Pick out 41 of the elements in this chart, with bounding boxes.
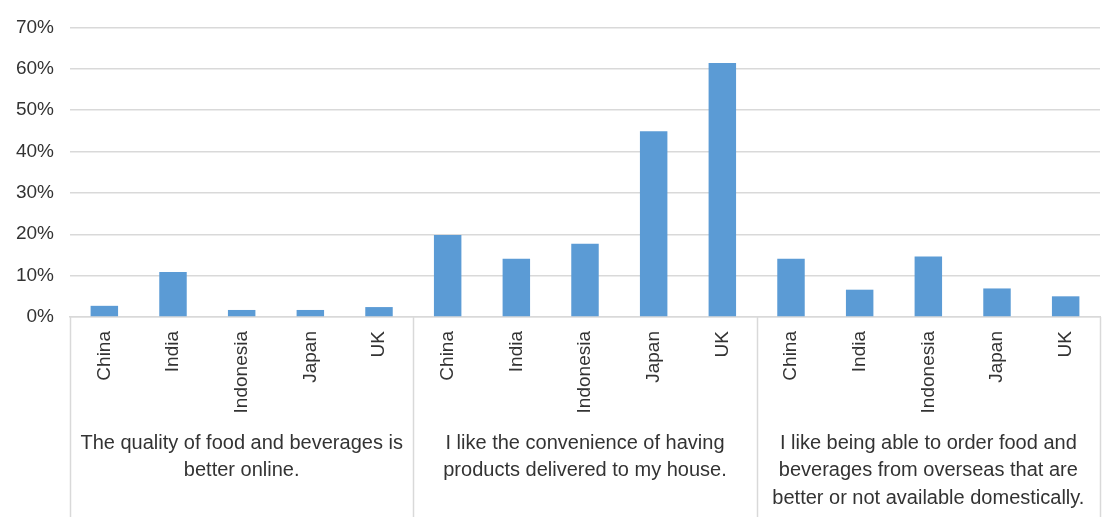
bar — [914, 256, 943, 317]
x-tick-label: India — [161, 330, 183, 373]
text: The quality of food and beverages is better online. — [80, 430, 403, 481]
x-tick-label: Indonesia — [916, 330, 938, 414]
bar — [296, 309, 325, 317]
x-tick-label: Indonesia — [229, 330, 251, 414]
bar — [365, 307, 393, 317]
x-tick-label: India — [504, 330, 526, 373]
text: I like being able to order food and beverages from overseas that are better or not available domestically. — [772, 430, 1085, 508]
x-tick-label: Japan — [985, 331, 1007, 383]
bar — [227, 309, 256, 317]
bar — [159, 271, 187, 317]
bar — [708, 62, 737, 317]
bar — [777, 258, 805, 317]
bar — [1051, 296, 1080, 317]
x-tick-label: China — [435, 330, 457, 381]
y-tick-label: 50% — [15, 98, 55, 120]
y-tick-label: 30% — [15, 181, 55, 203]
y-tick-label: 60% — [15, 57, 55, 79]
y-tick-label: 20% — [15, 222, 55, 244]
x-tick-label: UK — [710, 330, 732, 358]
bar — [571, 243, 599, 317]
y-tick-label: 40% — [15, 139, 55, 161]
bar — [433, 235, 462, 317]
x-tick-label: India — [847, 330, 869, 373]
y-tick-label: 10% — [15, 263, 55, 285]
bar — [90, 305, 119, 317]
x-tick-label: China — [779, 330, 801, 381]
text: I like the convenience of having products delivered to my house. — [443, 430, 727, 481]
x-tick-label: UK — [1053, 330, 1075, 358]
bar — [983, 288, 1011, 317]
x-tick-label: Japan — [641, 331, 663, 383]
x-tick-label: UK — [367, 330, 389, 358]
x-tick-label: China — [92, 330, 114, 381]
x-tick-label: Japan — [298, 331, 320, 383]
bar — [639, 131, 668, 317]
bar — [502, 258, 531, 317]
y-tick-label: 0% — [26, 305, 55, 327]
y-tick-label: 70% — [15, 15, 55, 37]
x-tick-label: Indonesia — [573, 330, 595, 414]
bar — [845, 289, 874, 317]
